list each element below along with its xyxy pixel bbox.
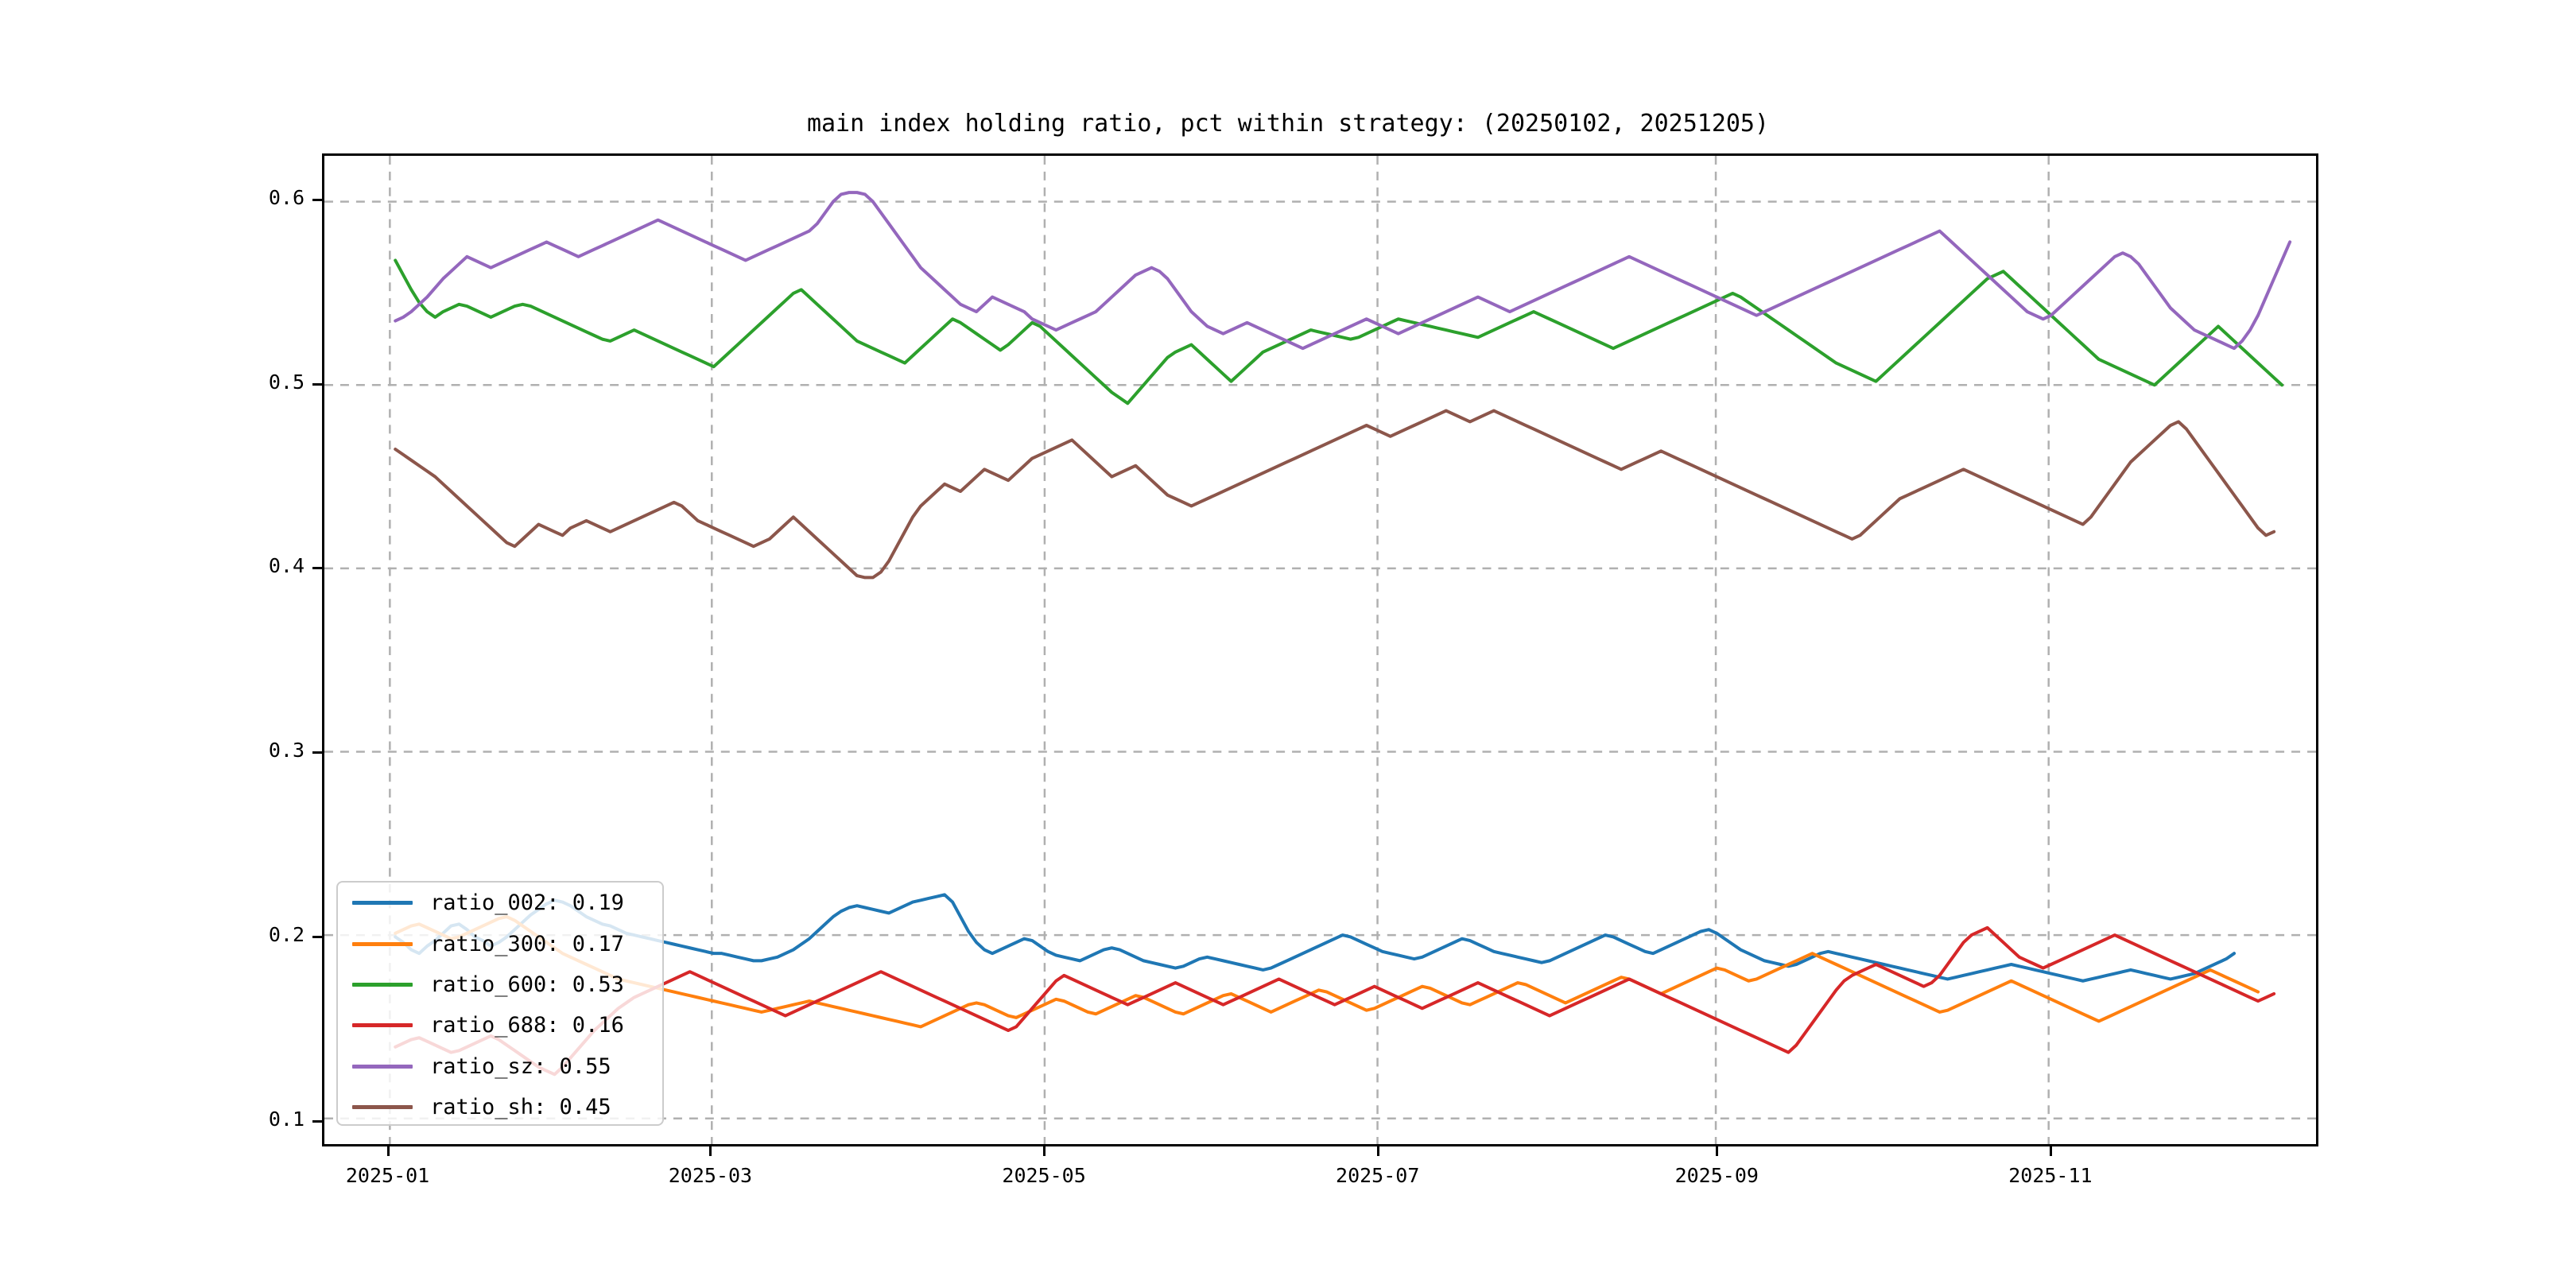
y-tick-mark: [312, 198, 322, 201]
y-tick-mark: [312, 382, 322, 386]
page-title: main index holding ratio, pct within str…: [806, 110, 1770, 138]
legend-label-ratio_002: ratio_002: 0.19: [430, 890, 624, 916]
series-lines: [395, 192, 2290, 1074]
legend-label-ratio_sh: ratio_sh: 0.45: [430, 1094, 611, 1119]
y-tick-mark: [312, 935, 322, 938]
legend-swatch-ratio_sz: [352, 1064, 413, 1069]
y-tick-label: 0.3: [268, 739, 305, 762]
x-tick-label: 2025-03: [668, 1164, 753, 1187]
legend-item-ratio_688[interactable]: ratio_688: 0.16: [338, 1008, 662, 1043]
legend-item-ratio_sh[interactable]: ratio_sh: 0.45: [338, 1089, 662, 1124]
y-tick-mark: [312, 751, 322, 755]
legend-label-ratio_600: ratio_600: 0.53: [430, 972, 624, 997]
y-tick-label: 0.6: [268, 185, 305, 209]
x-tick-mark: [709, 1146, 712, 1156]
legend-item-ratio_sz[interactable]: ratio_sz: 0.55: [338, 1049, 662, 1084]
series-line-ratio_688: [395, 928, 2274, 1074]
legend-item-ratio_300[interactable]: ratio_300: 0.17: [338, 926, 662, 961]
legend-label-ratio_sz: ratio_sz: 0.55: [430, 1053, 611, 1079]
series-line-ratio_sh: [395, 411, 2274, 578]
y-tick-mark: [312, 567, 322, 570]
y-tick-mark: [312, 1119, 322, 1123]
legend-swatch-ratio_002: [352, 901, 413, 906]
legend-swatch-ratio_688: [352, 1023, 413, 1028]
legend-item-ratio_002[interactable]: ratio_002: 0.19: [338, 886, 662, 921]
x-tick-mark: [1043, 1146, 1046, 1156]
legend-label-ratio_300: ratio_300: 0.17: [430, 931, 624, 956]
x-tick-label: 2025-01: [345, 1164, 430, 1187]
x-tick-label: 2025-05: [1002, 1164, 1086, 1187]
legend-swatch-ratio_600: [352, 982, 413, 987]
series-line-ratio_300: [395, 917, 2258, 1026]
x-tick-mark: [1376, 1146, 1379, 1156]
series-line-ratio_002: [395, 894, 2234, 980]
x-tick-mark: [1716, 1146, 1719, 1156]
x-tick-label: 2025-09: [1674, 1164, 1759, 1187]
chart-legend[interactable]: ratio_002: 0.19 ratio_300: 0.17 ratio_600:…: [336, 881, 664, 1126]
x-tick-label: 2025-11: [2008, 1164, 2093, 1187]
legend-item-ratio_600[interactable]: ratio_600: 0.53: [338, 967, 662, 1002]
series-line-ratio_sz: [395, 192, 2290, 348]
series-line-ratio_600: [395, 260, 2282, 403]
legend-swatch-ratio_300: [352, 941, 413, 946]
legend-label-ratio_688: ratio_688: 0.16: [430, 1013, 624, 1038]
legend-swatch-ratio_sh: [352, 1104, 413, 1109]
y-tick-label: 0.2: [268, 922, 305, 946]
x-tick-mark: [2049, 1146, 2052, 1156]
y-tick-label: 0.5: [268, 370, 305, 394]
x-tick-mark: [386, 1146, 390, 1156]
y-tick-label: 0.4: [268, 554, 305, 578]
x-tick-label: 2025-07: [1336, 1164, 1420, 1187]
y-tick-label: 0.1: [268, 1107, 305, 1131]
